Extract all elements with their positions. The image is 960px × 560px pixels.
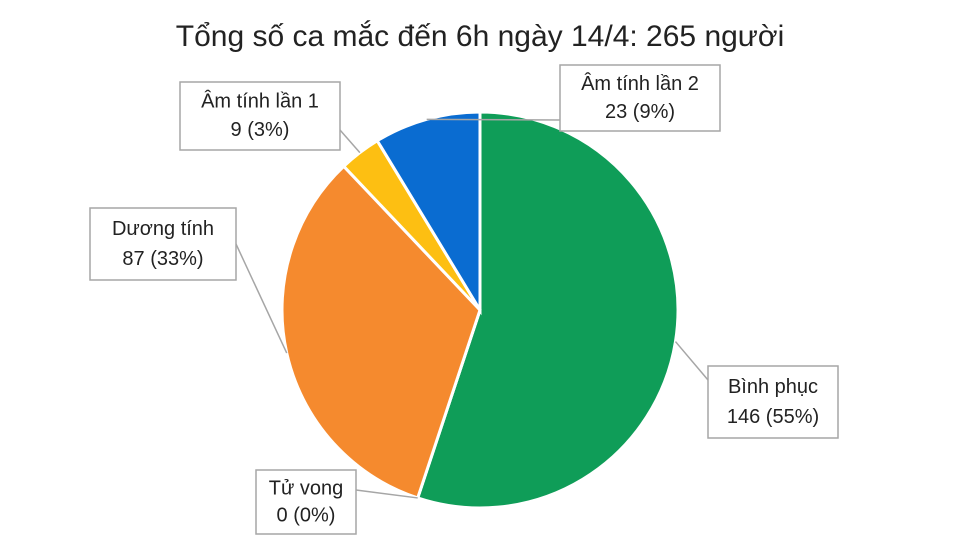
label-box [707, 365, 839, 439]
slice-value-label: 9 (3%) [231, 119, 290, 141]
slice-label: Dương tính [112, 218, 214, 240]
label-box [255, 469, 357, 535]
slice-value-label: 146 (55%) [727, 406, 819, 428]
label-box [179, 81, 341, 151]
slice-value-label: 0 (0%) [277, 504, 336, 526]
pie-slice [415, 110, 680, 510]
slice-label: Bình phục [728, 376, 818, 398]
slice-value-label: 23 (9%) [605, 101, 675, 123]
pie-slice [280, 164, 482, 500]
slice-label: Tử vong [269, 477, 344, 499]
leader-line [426, 118, 561, 121]
leader-line [355, 489, 418, 499]
chart-title: Tổng số ca mắc đến 6h ngày 14/4: 265 ngư… [176, 20, 784, 53]
slice-value-label: 87 (33%) [122, 248, 203, 270]
slice-label: Âm tính lần 2 [581, 72, 699, 95]
leader-line [339, 129, 361, 154]
slice-label: Âm tính lần 1 [201, 90, 319, 113]
label-box [559, 64, 721, 132]
leader-line [674, 341, 709, 381]
leader-line [235, 243, 288, 354]
label-box [89, 207, 237, 281]
